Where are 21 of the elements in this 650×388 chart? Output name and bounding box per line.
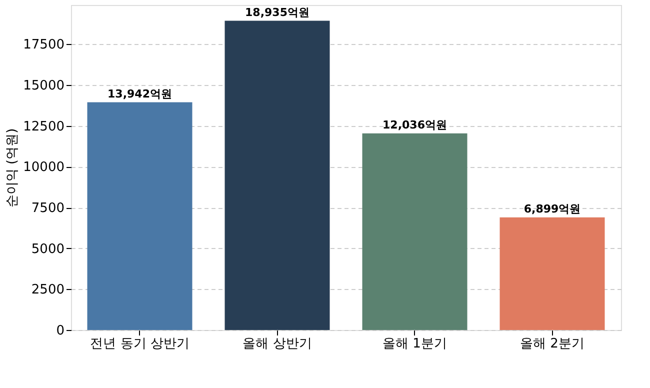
y-tick-label: 17500 [23,38,64,53]
data-label: 12,036억원 [382,118,447,132]
x-tick-label: 전년 동기 상반기 [90,336,190,352]
y-tick-label: 12500 [23,119,64,134]
x-tick-label: 올해 1분기 [382,336,447,352]
data-label: 6,899억원 [524,202,581,216]
y-tick-label: 10000 [23,160,64,176]
x-tick-label: 올해 상반기 [242,336,312,352]
data-label: 13,942억원 [108,87,172,100]
bar [362,133,468,330]
y-tick-label: 5000 [31,242,64,257]
y-tick-label: 2500 [31,282,64,298]
x-tick-label: 올해 2분기 [520,336,584,352]
y-tick-label: 0 [56,324,64,338]
bar [500,217,605,330]
data-label: 18,935억원 [245,6,310,19]
y-tick-label: 15000 [23,78,64,94]
bar [87,102,192,330]
y-tick-label: 7500 [31,201,64,216]
y-axis-title: 순이익 (억원) [5,128,20,208]
bar [224,20,330,330]
